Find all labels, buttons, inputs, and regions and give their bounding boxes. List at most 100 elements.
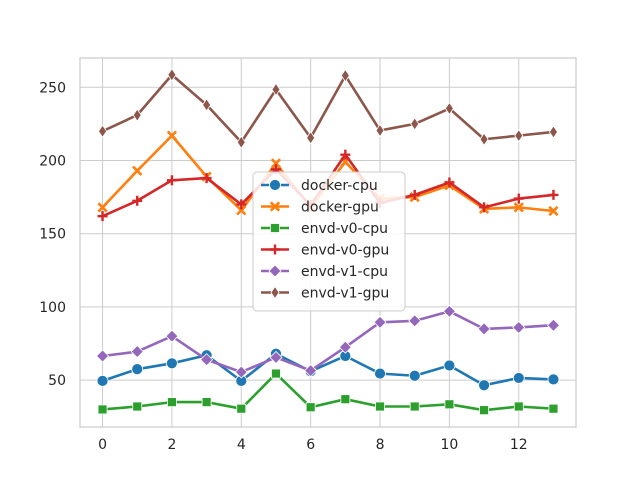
data-point — [340, 68, 350, 83]
legend-marker — [269, 201, 281, 212]
legend: docker-cpu docker-gpu envd-v0-cpu envd-v0-g… — [252, 171, 406, 312]
data-point — [132, 195, 143, 206]
data-point — [166, 130, 178, 141]
data-point — [513, 202, 524, 213]
legend-marker — [270, 285, 280, 300]
y-tick-label: 50 — [48, 373, 66, 389]
data-point — [548, 125, 558, 139]
data-point — [306, 131, 316, 145]
data-point — [96, 374, 109, 387]
legend-item-docker-gpu: docker-gpu — [261, 200, 379, 216]
data-point — [97, 211, 108, 222]
data-point — [130, 345, 144, 359]
series-envd-v1-cpu — [95, 304, 561, 379]
y-tick-label: 150 — [39, 227, 66, 243]
data-point — [95, 349, 110, 363]
data-point — [271, 368, 281, 379]
legend-marker — [269, 179, 281, 191]
data-point — [165, 329, 179, 343]
data-point — [409, 189, 420, 200]
data-point — [512, 320, 526, 334]
x-tick-label: 0 — [98, 437, 107, 453]
legend-item-docker-cpu: docker-cpu — [261, 178, 378, 194]
data-point — [166, 175, 177, 186]
data-point — [236, 135, 246, 149]
data-point — [340, 149, 351, 160]
data-point — [479, 202, 490, 213]
data-point — [443, 359, 456, 372]
tick-labels: 0 2 4 6 8 10 12 50 100 150 200 250 — [39, 80, 527, 453]
data-point — [340, 394, 351, 405]
data-point — [270, 158, 282, 169]
data-point — [548, 205, 559, 217]
data-point — [202, 98, 212, 112]
data-point — [304, 364, 318, 378]
x-tick-label: 8 — [376, 437, 385, 453]
data-point — [201, 173, 212, 184]
series-envd-v1-gpu — [98, 68, 558, 149]
series-lines — [95, 68, 561, 416]
data-point — [132, 165, 143, 176]
data-point — [132, 401, 143, 412]
legend-label: docker-cpu — [301, 178, 378, 194]
data-point — [167, 397, 177, 408]
data-point — [478, 379, 490, 392]
y-tick-label: 250 — [39, 80, 66, 96]
series-line — [102, 310, 554, 374]
data-point — [236, 199, 247, 210]
data-point — [98, 124, 108, 138]
data-point — [234, 365, 248, 379]
data-point — [97, 404, 108, 415]
data-point — [444, 399, 455, 410]
data-point — [131, 363, 144, 376]
series-line — [102, 372, 554, 412]
data-point — [547, 373, 560, 386]
x-tick-label: 12 — [510, 437, 528, 453]
data-point — [375, 123, 385, 138]
data-point — [479, 132, 489, 146]
y-tick-label: 200 — [39, 154, 66, 170]
data-point — [167, 68, 177, 82]
data-point — [271, 82, 281, 97]
data-point — [444, 177, 455, 188]
legend-item-envd-v1-cpu: envd-v1-cpu — [261, 264, 388, 280]
data-point — [410, 117, 420, 131]
x-tick-label: 10 — [440, 437, 458, 453]
data-point — [477, 322, 491, 336]
data-point — [201, 397, 212, 408]
legend-marker — [268, 264, 282, 278]
legend-marker — [270, 244, 280, 255]
data-point — [236, 403, 247, 414]
data-point — [513, 193, 524, 204]
legend-item-envd-v1-gpu: envd-v1-gpu — [261, 286, 389, 302]
data-point — [442, 304, 456, 318]
data-point — [132, 108, 142, 122]
series-envd-v0-cpu — [97, 368, 559, 416]
data-point — [546, 318, 561, 332]
data-point — [548, 403, 559, 414]
data-point — [512, 372, 525, 384]
legend-label: envd-v0-cpu — [301, 221, 388, 237]
data-point — [236, 205, 247, 216]
data-point — [200, 353, 214, 367]
legend-label: docker-gpu — [301, 200, 379, 216]
x-tick-label: 6 — [306, 437, 315, 453]
data-point — [269, 350, 283, 365]
data-point — [97, 202, 108, 213]
data-point — [166, 357, 178, 370]
data-point — [305, 402, 316, 413]
data-point — [374, 367, 386, 380]
x-tick-label: 4 — [237, 437, 246, 453]
series-line — [102, 352, 554, 387]
data-point — [513, 401, 524, 412]
series-line — [101, 73, 554, 144]
x-tick-label: 2 — [167, 437, 176, 453]
data-point — [479, 405, 489, 416]
data-point — [338, 340, 352, 354]
data-point — [408, 314, 422, 328]
data-point — [375, 401, 385, 412]
legend-label: envd-v0-gpu — [301, 243, 389, 259]
data-point — [408, 369, 421, 382]
legend-item-envd-v0-gpu: envd-v0-gpu — [261, 243, 389, 259]
legend-item-envd-v0-cpu: envd-v0-cpu — [261, 221, 388, 237]
